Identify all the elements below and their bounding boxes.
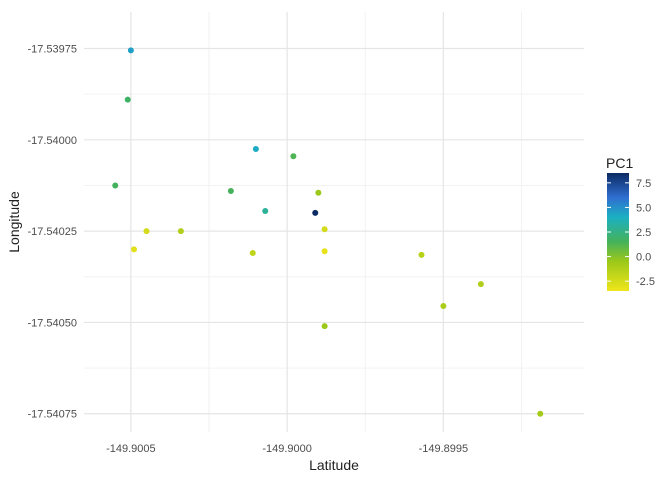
grid-layer [84,12,584,432]
colorbar-tick-label: 0.0 [636,252,651,264]
data-point [252,145,259,152]
legend-title: PC1 [606,155,633,171]
legend: 7.5 5.0 2.5 0.0 -2.5 [607,173,655,291]
x-axis-label: Latitude [309,457,359,473]
data-point [262,208,269,215]
colorbar-tick-label: -2.5 [636,276,655,288]
y-tick-label: -17.53975 [27,44,77,56]
colorbar-tick-label: 2.5 [636,227,651,239]
data-point [127,47,134,54]
data-point [227,187,234,194]
data-point [177,228,184,235]
data-point [290,153,297,160]
data-point [124,96,131,103]
axis-layer: -149.9005 -149.9000 -149.8995 -17.53975 -17.… [27,44,468,455]
data-point [321,248,328,255]
x-tick-label: -149.9000 [262,443,312,455]
data-point [418,251,425,258]
colorbar-tick-label: 7.5 [636,178,651,190]
data-point [321,226,328,233]
data-point [312,209,319,216]
colorbar-tick-label: 5.0 [636,202,651,214]
data-point [143,228,150,235]
data-point [112,182,119,189]
points-layer [112,47,544,417]
x-tick-label: -149.8995 [419,443,469,455]
x-tick-label: -149.9005 [106,443,156,455]
y-tick-label: -17.54025 [27,226,77,238]
y-tick-label: -17.54050 [27,317,77,329]
data-point [477,281,484,288]
y-tick-label: -17.54075 [27,409,77,421]
data-point [249,250,256,257]
data-point [131,246,137,253]
data-point [440,303,447,309]
y-axis-label: Longitude [6,191,22,253]
data-point [537,410,544,417]
data-point [315,189,322,196]
y-tick-label: -17.54000 [27,135,77,147]
data-point [321,323,328,330]
pc1-colorbar [607,173,629,291]
